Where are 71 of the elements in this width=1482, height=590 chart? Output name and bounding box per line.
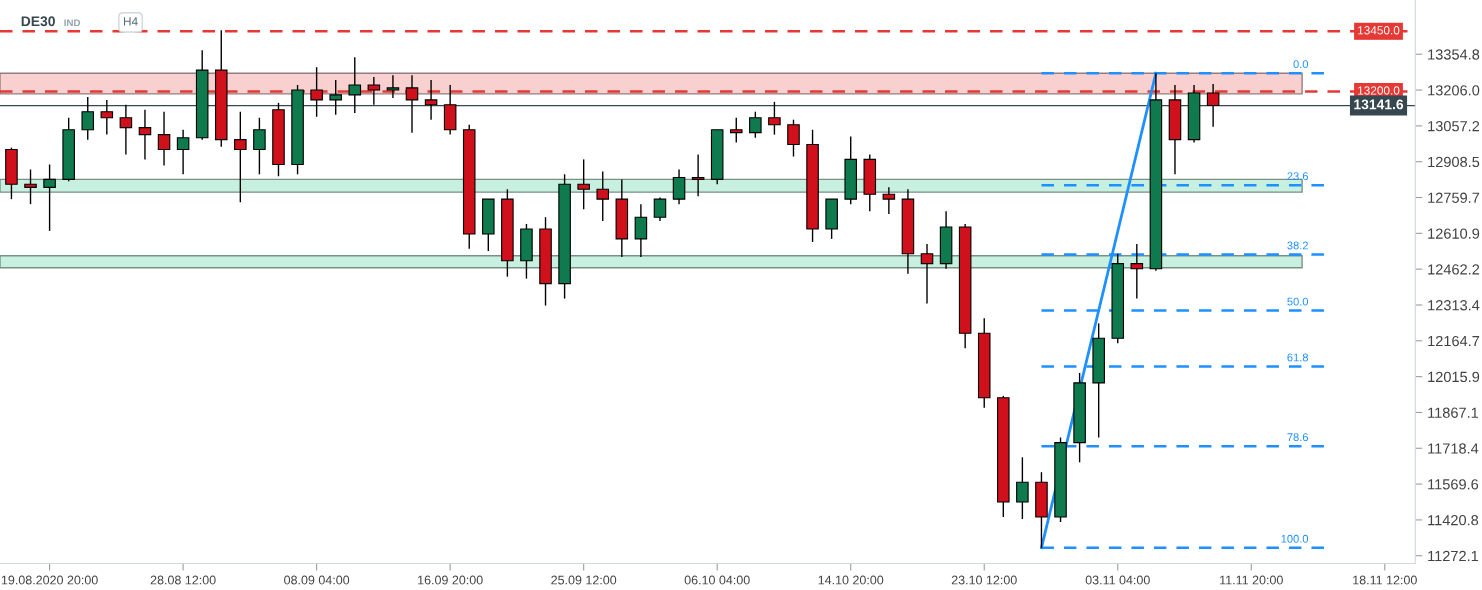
y-tick-label: 12015.9 — [1428, 371, 1480, 383]
y-tick-label: 12164.7 — [1428, 335, 1480, 347]
candlestick — [367, 76, 381, 106]
x-tick-label: 19.08.2020 20:00 — [1, 575, 98, 585]
x-tick-label: 14.10 20:00 — [818, 575, 884, 585]
x-tick-label: 11.11 20:00 — [1220, 575, 1283, 585]
y-tick-label: 11272.1 — [1428, 550, 1479, 561]
x-tick-label: 18.11 12:00 — [1353, 575, 1417, 585]
candlestick — [749, 111, 762, 139]
candlestick — [405, 74, 419, 134]
candlestick — [1206, 83, 1220, 128]
candlestick — [653, 196, 667, 222]
candlestick — [672, 168, 686, 205]
candlestick — [24, 168, 37, 205]
x-tick-label: 08.09 04:00 — [284, 575, 350, 585]
y-tick-label: 11420.8 — [1428, 515, 1479, 526]
candlestick — [634, 203, 648, 258]
text: DE30 — [21, 16, 55, 27]
y-tick-label: 12908.5 — [1428, 156, 1480, 168]
ref-line-label: 13450.0 — [1358, 26, 1400, 35]
candlestick — [348, 56, 362, 114]
series-label: 38.2 — [1287, 241, 1308, 250]
candlestick — [100, 99, 114, 136]
candlestick — [768, 101, 781, 136]
x-tick-label: 23.10 12:00 — [951, 575, 1017, 585]
candlestick — [1016, 456, 1029, 520]
candlestick — [386, 74, 400, 99]
candlestick — [119, 104, 133, 156]
y-tick-label: 12462.2 — [1428, 264, 1480, 275]
candlestick — [157, 111, 171, 167]
series-label: 100.0 — [1281, 534, 1309, 543]
candlestick — [424, 79, 438, 121]
series-label: 23.6 — [1287, 172, 1309, 181]
candlestick — [882, 186, 896, 215]
y-tick-label: 11569.6 — [1428, 479, 1479, 490]
ref-line-label: 13141.6 — [1354, 99, 1404, 110]
x-tick-label: 16.09 20:00 — [418, 575, 483, 585]
y-tick-label: 12313.4 — [1428, 300, 1480, 311]
annotation: H4 — [123, 17, 138, 26]
series-label: 61.8 — [1287, 353, 1309, 362]
y-tick-label: 11718.4 — [1428, 443, 1479, 454]
candlestick — [1130, 243, 1144, 300]
candlestick — [329, 79, 342, 116]
candlestick — [234, 111, 247, 203]
candlestick — [920, 243, 934, 305]
candlestick — [787, 118, 800, 158]
series-label: 78.6 — [1287, 433, 1309, 442]
annotation: IND — [64, 19, 81, 27]
y-tick-label: 11867.1 — [1428, 407, 1479, 418]
y-tick-label: 12759.7 — [1428, 192, 1480, 203]
candlestick — [138, 109, 152, 161]
series-label: 0.0 — [1293, 60, 1309, 69]
x-tick-label: 28.08 12:00 — [150, 575, 216, 585]
candlestick — [253, 117, 266, 176]
y-tick-label: 13057.2 — [1428, 120, 1480, 132]
x-tick-label: 03.11 04:00 — [1085, 575, 1150, 585]
candlestick — [596, 170, 610, 222]
candlestick — [729, 117, 743, 144]
x-tick-label: 25.09 12:00 — [551, 575, 617, 585]
candlestick — [577, 158, 590, 210]
candlestick — [43, 163, 56, 232]
candlestick — [81, 96, 95, 141]
candlestick — [176, 129, 190, 176]
y-tick-label: 13354.8 — [1428, 49, 1480, 60]
x-tick-label: 06.10 04:00 — [684, 575, 750, 585]
candlestick — [310, 66, 323, 118]
ref-line-label: 13200.0 — [1358, 86, 1400, 95]
series-label: 50.0 — [1287, 297, 1309, 306]
y-tick-label: 12610.9 — [1428, 228, 1480, 239]
candlestick — [691, 153, 705, 197]
y-tick-label: 13206.0 — [1428, 85, 1480, 96]
